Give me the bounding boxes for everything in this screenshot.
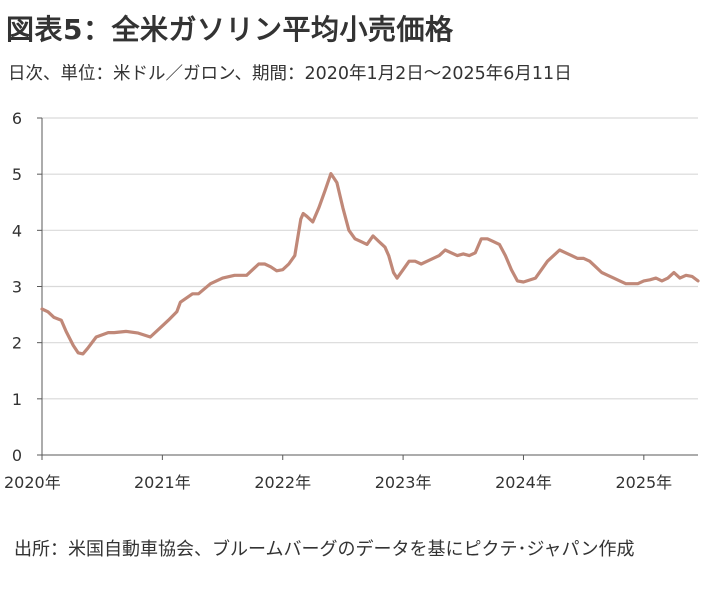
y-tick-labels: 0 1 2 3 4 5 6 — [12, 109, 22, 465]
x-tick-label: 2020年 — [4, 473, 61, 492]
chart-subtitle: 日次、単位：米ドル／ガロン、期間：2020年1月2日～2025年6月11日 — [8, 64, 572, 84]
chart-title: 図表5：全米ガソリン平均小売価格 — [6, 13, 454, 46]
x-tick-label: 2024年 — [495, 473, 552, 492]
series-line — [40, 172, 700, 356]
x-tick-label: 2022年 — [254, 473, 311, 492]
y-tick-label: 3 — [12, 278, 22, 297]
y-tick-label: 2 — [12, 334, 22, 353]
y-tick-label: 0 — [12, 446, 22, 465]
y-tick-label: 5 — [12, 165, 22, 184]
y-tick-label: 1 — [12, 390, 22, 409]
series-group — [40, 172, 700, 356]
x-tick-label: 2021年 — [134, 473, 191, 492]
x-tick-label: 2023年 — [375, 473, 432, 492]
y-tick-label: 4 — [12, 221, 22, 240]
x-tick-labels: 2020年 2021年 2022年 2023年 2024年 2025年 — [4, 473, 672, 492]
y-tick-label: 6 — [12, 109, 22, 128]
gridlines — [42, 117, 698, 400]
source-note: 出所：米国自動車協会、ブルームバーグのデータを基にピクテ･ジャパン作成 — [14, 539, 635, 560]
x-tick-label: 2025年 — [615, 473, 672, 492]
axes — [37, 117, 698, 460]
